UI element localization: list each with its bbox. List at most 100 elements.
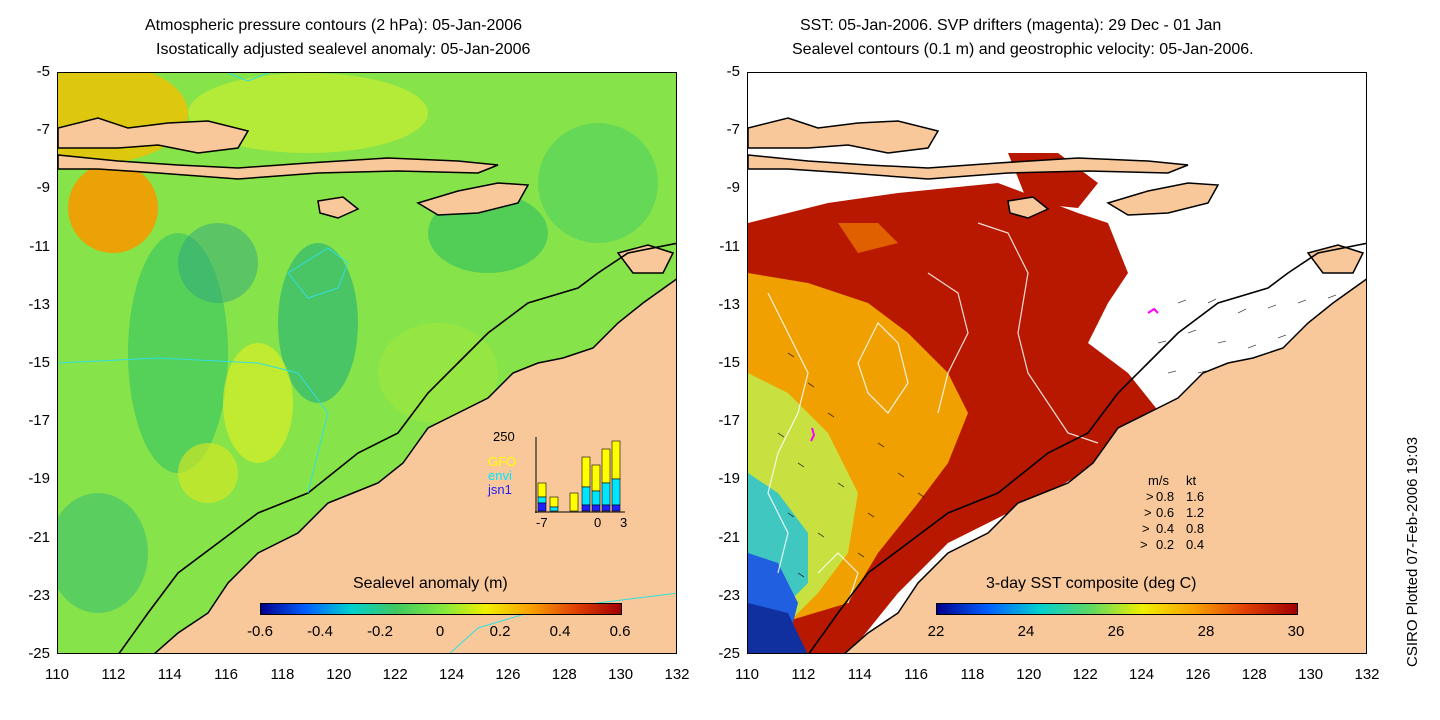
velocity-header-kt: kt [1186, 473, 1197, 488]
sla-tick-label: -0.4 [307, 623, 333, 640]
velocity-kt-value: 1.2 [1186, 505, 1205, 520]
sst-tick-label: 30 [1287, 623, 1305, 640]
lat-label-right: -21 [718, 528, 740, 546]
inset-bar-segment [591, 490, 601, 506]
sst-colorbar [936, 603, 1298, 615]
velocity-arrow-icon: > [1140, 537, 1148, 552]
right-title-line1: SST: 05-Jan-2006. SVP drifters (magenta)… [800, 17, 1222, 34]
lon-label-left: 130 [608, 666, 634, 683]
inset-bar-segment [611, 440, 621, 480]
sla-tick-label: 0.6 [609, 623, 631, 640]
lon-label-left: 132 [664, 666, 690, 683]
sst-tick-label: 28 [1197, 623, 1215, 640]
inset-bar-segment [549, 506, 559, 512]
sst-tick-label: 22 [927, 623, 945, 640]
inset-bar-segment [537, 482, 547, 498]
velocity-ms-value: 0.2 [1156, 537, 1175, 552]
sst-map: m/s kt >0.8 1.6 >0.6 1.2 >0.4 0.8 >0.2 0.4 3-da… [747, 72, 1367, 654]
inset-bar-segment [591, 504, 601, 512]
velocity-ms-value: 0.4 [1156, 521, 1175, 536]
lon-label-left: 120 [326, 666, 352, 683]
velocity-ms-value: 0.6 [1156, 505, 1175, 520]
lon-label-left: 116 [214, 666, 239, 683]
velocity-legend: m/s kt >0.8 1.6 >0.6 1.2 >0.4 0.8 >0.2 0.4 [1138, 473, 1238, 553]
lat-label-left: -13 [28, 295, 50, 313]
sst-tick-label: 26 [1107, 623, 1125, 640]
velocity-arrow-icon: > [1146, 489, 1154, 504]
lon-label-right: 128 [1241, 666, 1267, 683]
lon-label-left: 114 [157, 666, 182, 683]
lon-label-right: 110 [735, 666, 759, 683]
plot-credit: CSIRO Plotted 07-Feb-2006 19:03 [1404, 436, 1421, 667]
lat-label-right: -13 [718, 295, 740, 313]
sla-colorbar-label: Sealevel anomaly (m) [353, 575, 508, 592]
inset-xtick-first: -7 [536, 515, 548, 530]
lon-label-right: 126 [1185, 666, 1211, 683]
lon-label-left: 112 [101, 666, 126, 683]
inset-legend: GFO envi jsn1 [488, 455, 516, 497]
lon-label-right: 118 [960, 666, 985, 683]
inset-histogram [535, 437, 625, 513]
lat-label-left: -15 [28, 354, 50, 371]
velocity-kt-value: 0.4 [1186, 537, 1205, 552]
sealevel-anomaly-map-graphic [58, 73, 676, 653]
inset-legend-item: GFO [488, 454, 517, 469]
lon-label-left: 118 [270, 666, 295, 683]
inset-bar-segment [537, 496, 547, 504]
lat-label-left: -25 [28, 645, 50, 662]
sst-colorbar-label: 3-day SST composite (deg C) [986, 575, 1197, 592]
inset-bar-segment [591, 464, 601, 492]
altimeter-inset: 250 GFO envi jsn1 -7 0 3 [488, 429, 628, 530]
lon-label-left: 128 [551, 666, 577, 683]
lon-label-right: 132 [1354, 666, 1380, 683]
lat-label-right: -19 [718, 470, 740, 488]
lon-label-right: 112 [791, 666, 816, 683]
inset-bar-segment [581, 456, 591, 488]
sst-tick-label: 24 [1017, 623, 1035, 640]
lat-label-left: -19 [28, 470, 50, 488]
inset-bar-segment [611, 504, 621, 512]
inset-bar-segment [601, 482, 611, 506]
lat-label-left: -17 [28, 412, 50, 430]
lon-label-left: 122 [382, 666, 408, 683]
lon-label-left: 126 [495, 666, 521, 683]
lat-label-left: -9 [36, 179, 50, 197]
lat-label-left: -7 [36, 121, 50, 139]
lon-label-left: 124 [439, 666, 465, 683]
lat-label-left: -11 [29, 237, 50, 255]
inset-xtick-mid: 0 [594, 515, 602, 530]
lat-label-left: -5 [36, 63, 50, 80]
inset-bar-segment [537, 502, 547, 512]
lat-label-left: -23 [28, 586, 50, 604]
velocity-kt-value: 0.8 [1186, 521, 1205, 536]
inset-ymax-label: 250 [493, 429, 515, 444]
sla-tick-label: 0.4 [549, 623, 571, 640]
velocity-arrow-icon: > [1144, 505, 1152, 520]
sla-tick-label: 0.2 [489, 623, 511, 640]
sla-tick-label: 0 [435, 623, 445, 640]
lat-label-right: -7 [726, 121, 740, 139]
lon-label-right: 124 [1129, 666, 1155, 683]
lat-label-right: -17 [718, 412, 740, 430]
inset-legend-item: jsn1 [488, 482, 512, 497]
velocity-arrow-icon: > [1142, 521, 1150, 536]
sst-colorbar-ticks: 22 24 26 28 30 [928, 623, 1305, 643]
inset-bar-segment [569, 492, 579, 512]
inset-bar-segment [581, 486, 591, 506]
lat-label-right: -9 [726, 179, 740, 197]
sealevel-anomaly-map: 250 GFO envi jsn1 -7 0 3 Sealevel anomaly … [57, 72, 677, 654]
lon-label-left: 110 [45, 666, 69, 683]
inset-bar-segment [601, 504, 611, 512]
sla-tick-label: -0.2 [367, 623, 393, 640]
velocity-kt-value: 1.6 [1186, 489, 1205, 504]
inset-bar-segment [611, 478, 621, 506]
lon-label-right: 120 [1016, 666, 1042, 683]
right-title-line2: Sealevel contours (0.1 m) and geostrophi… [792, 41, 1254, 58]
sla-tick-label: -0.6 [247, 623, 273, 640]
lat-label-right: -25 [718, 645, 740, 662]
lat-label-right: -5 [726, 63, 740, 80]
lat-label-right: -15 [718, 354, 740, 371]
sla-colorbar-ticks: -0.6 -0.4 -0.2 0 0.2 0.4 0.6 [247, 623, 630, 643]
sla-colorbar [260, 603, 622, 615]
sst-map-graphic [748, 73, 1366, 653]
